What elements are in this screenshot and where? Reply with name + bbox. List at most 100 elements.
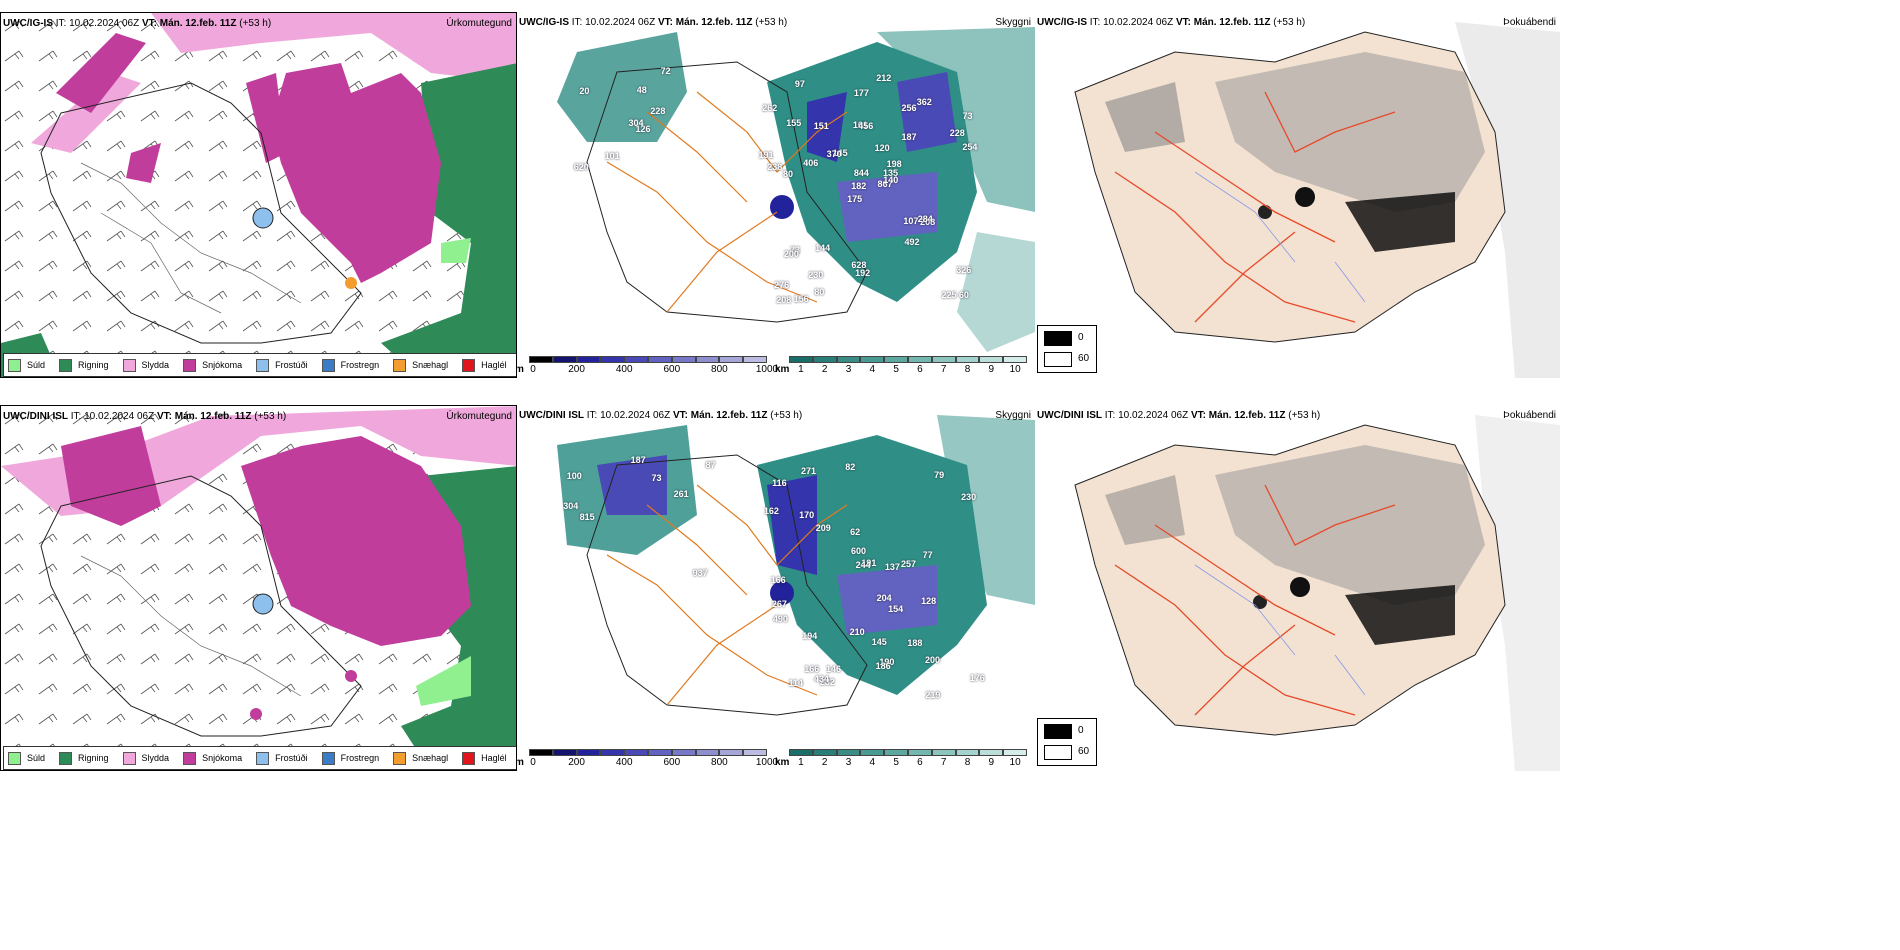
legend-swatch bbox=[59, 751, 73, 765]
visibility-value-label: 188 bbox=[907, 638, 923, 649]
visibility-value-label: 208 bbox=[920, 217, 936, 228]
visibility-value-label: 304 bbox=[628, 117, 644, 128]
visibility-value-label: 200 bbox=[783, 249, 799, 260]
visibility-value-label: 60 bbox=[958, 290, 969, 301]
visibility-value-label: 135 bbox=[882, 168, 898, 179]
colorbar-segment bbox=[1003, 749, 1027, 756]
fog-swatch-60 bbox=[1044, 352, 1072, 367]
visibility-value-label: 120 bbox=[874, 142, 890, 153]
visibility-value-label: 144 bbox=[815, 243, 831, 254]
visibility-value-label: 244 bbox=[855, 560, 871, 571]
visibility-km-colorbar: km 1 2 3 4 5 6 7 8 9 10 bbox=[775, 749, 1027, 769]
it-value: 10.02.2024 06Z bbox=[1103, 17, 1174, 28]
colorbar-unit: m bbox=[517, 364, 524, 375]
panel-header: UWC/IG-IS IT: 10.02.2024 06Z VT: Mán. 12… bbox=[1037, 17, 1305, 29]
legend-label: Rigning bbox=[78, 360, 109, 370]
it-value: 10.02.2024 06Z bbox=[600, 410, 671, 421]
colorbar-tick-label: 10 bbox=[1009, 757, 1021, 768]
visibility-value-label: 225 bbox=[941, 289, 957, 300]
fog-legend-label: 0 bbox=[1078, 332, 1084, 343]
visibility-value-label: 175 bbox=[847, 193, 863, 204]
visibility-value-label: 284 bbox=[917, 214, 933, 225]
visibility-value-label: 62 bbox=[850, 527, 861, 538]
visibility-value-label: 187 bbox=[630, 454, 646, 465]
legend-item: Frostregn bbox=[321, 751, 380, 765]
visibility-value-label: 304 bbox=[563, 501, 579, 512]
precip-type-legend: Súld Rigning Slydda Snjókoma Frostúði Frostre… bbox=[3, 353, 516, 377]
legend-swatch bbox=[8, 358, 21, 372]
legend-label: Frostregn bbox=[340, 753, 380, 763]
fog-swatch-0 bbox=[1044, 331, 1072, 346]
visibility-value-label: 844 bbox=[853, 168, 869, 179]
panel-header: UWC/IG-IS IT: 10.02.2024 06Z VT: Mán. 12… bbox=[3, 18, 271, 30]
vt-label: VT: bbox=[1190, 410, 1206, 421]
colorbar-unit: m bbox=[517, 757, 524, 768]
colorbar-segment bbox=[931, 749, 956, 756]
legend-label: Frostúði bbox=[275, 753, 308, 763]
legend-label: Slydda bbox=[141, 360, 170, 370]
visibility-km-colorbar: km 1 2 3 4 5 6 7 8 9 10 bbox=[775, 356, 1027, 376]
colorbar-tick-label: 400 bbox=[615, 757, 633, 768]
colorbar-tick-label: 7 bbox=[940, 364, 947, 375]
visibility-value-label: 208 bbox=[776, 294, 792, 305]
colorbar-segment bbox=[600, 749, 625, 756]
legend-label: Slydda bbox=[141, 753, 170, 763]
visibility-value-label: 261 bbox=[673, 489, 689, 500]
visibility-value-label: 198 bbox=[886, 159, 902, 170]
colorbar-segment bbox=[576, 356, 601, 363]
colorbar-segment bbox=[671, 356, 696, 363]
visibility-value-label: 176 bbox=[969, 672, 985, 683]
colorbar-segment bbox=[1003, 356, 1027, 363]
colorbar-segment bbox=[955, 356, 980, 363]
colorbar-segment bbox=[552, 356, 577, 363]
visibility-value-label: 815 bbox=[579, 511, 595, 522]
precip-type-panel-row2: UWC/DINI ISL IT: 10.02.2024 06Z VT: Mán.… bbox=[0, 405, 517, 771]
legend-swatch bbox=[393, 751, 407, 765]
colorbar-segment bbox=[884, 356, 908, 363]
visibility-panel-row1: UWC/IG-IS IT: 10.02.2024 06Z VT: Mán. 12… bbox=[517, 12, 1035, 378]
vt-value: Mán. 12.feb. 11Z bbox=[675, 17, 753, 28]
visibility-value-label: 191 bbox=[861, 557, 877, 568]
visibility-value-label: 200 bbox=[925, 654, 941, 665]
legend-label: Frostúði bbox=[275, 360, 308, 370]
fog-map bbox=[1035, 405, 1560, 771]
legend-swatch bbox=[59, 358, 73, 372]
colorbar-segment bbox=[719, 356, 744, 363]
visibility-value-label: 114 bbox=[788, 677, 804, 688]
colorbar-segment bbox=[624, 749, 648, 756]
legend-label: Snjókoma bbox=[202, 360, 243, 370]
colorbar-tick-label: 5 bbox=[893, 364, 899, 375]
visibility-value-label: 101 bbox=[604, 150, 620, 161]
colorbar-segment bbox=[648, 356, 672, 363]
visibility-value-label: 490 bbox=[772, 613, 788, 624]
legend-item: Rigning bbox=[59, 358, 109, 372]
visibility-value-label: 228 bbox=[949, 127, 965, 138]
fog-legend-row2: 0 60 bbox=[1037, 718, 1097, 766]
visibility-value-label: 73 bbox=[651, 473, 662, 484]
colorbar-tick-label: 800 bbox=[711, 364, 728, 375]
visibility-value-label: 73 bbox=[962, 110, 973, 121]
visibility-value-label: 80 bbox=[782, 169, 793, 180]
vt-value: Mán. 12.feb. 11Z bbox=[1193, 17, 1271, 28]
it-label: IT: bbox=[1104, 410, 1116, 421]
visibility-value-label: 192 bbox=[855, 267, 871, 278]
visibility-value-label: 170 bbox=[799, 510, 815, 521]
legend-label: Snæhagl bbox=[412, 753, 449, 763]
vt-value: Mán. 12.feb. 11Z bbox=[159, 18, 237, 29]
visibility-value-label: 262 bbox=[762, 102, 778, 113]
visibility-value-label: 137 bbox=[884, 561, 900, 572]
colorbar-segment bbox=[812, 356, 837, 363]
legend-item: Súld bbox=[8, 751, 45, 765]
legend-swatch bbox=[462, 358, 476, 372]
visibility-value-label: 190 bbox=[879, 657, 895, 667]
legend-item: Slydda bbox=[122, 358, 170, 372]
colorbar-segment bbox=[552, 749, 577, 756]
panel-title: Úrkomutegund bbox=[446, 18, 512, 29]
colorbar-segment bbox=[743, 749, 767, 756]
legend-label: Haglél bbox=[481, 360, 507, 370]
visibility-value-label: 151 bbox=[813, 121, 829, 132]
vt-label: VT: bbox=[141, 18, 157, 29]
visibility-value-label: 210 bbox=[849, 626, 865, 637]
legend-swatch bbox=[321, 358, 335, 372]
colorbar-segment bbox=[719, 749, 744, 756]
